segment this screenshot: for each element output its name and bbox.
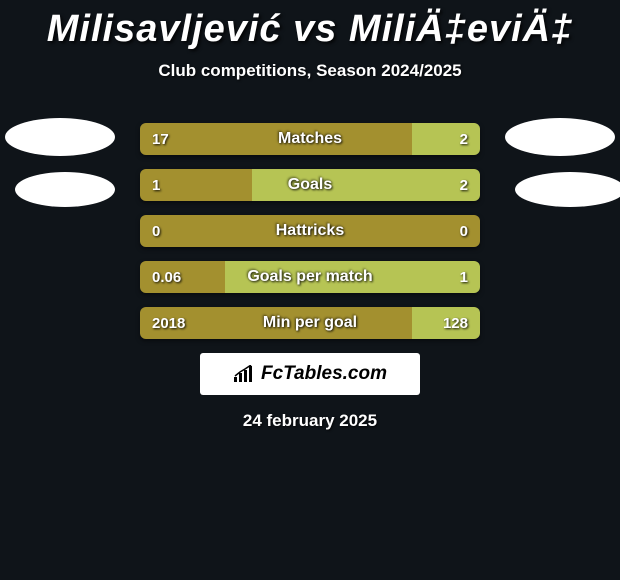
date-label: 24 february 2025: [0, 411, 620, 431]
stat-row: 2018128Min per goal: [140, 307, 480, 339]
player-right-shadow-icon: [515, 172, 620, 207]
stat-row: 00Hattricks: [140, 215, 480, 247]
stat-row: 12Goals: [140, 169, 480, 201]
stat-label: Min per goal: [140, 307, 480, 339]
stat-row: 172Matches: [140, 123, 480, 155]
stats-rows: 172Matches 12Goals 00Hattricks 0.061Goals p…: [0, 123, 620, 339]
page-title: Milisavljević vs MiliÄ‡eviÄ‡: [0, 0, 620, 51]
chart-icon: [233, 365, 255, 383]
page-subtitle: Club competitions, Season 2024/2025: [0, 61, 620, 81]
player-left-icon: [5, 118, 115, 156]
stat-label: Hattricks: [140, 215, 480, 247]
stat-row: 0.061Goals per match: [140, 261, 480, 293]
brand-label: FcTables.com: [261, 363, 387, 385]
brand-badge: FcTables.com: [200, 353, 420, 395]
stat-label: Goals per match: [140, 261, 480, 293]
player-left-shadow-icon: [15, 172, 115, 207]
player-right-icon: [505, 118, 615, 156]
stat-label: Goals: [140, 169, 480, 201]
stat-label: Matches: [140, 123, 480, 155]
